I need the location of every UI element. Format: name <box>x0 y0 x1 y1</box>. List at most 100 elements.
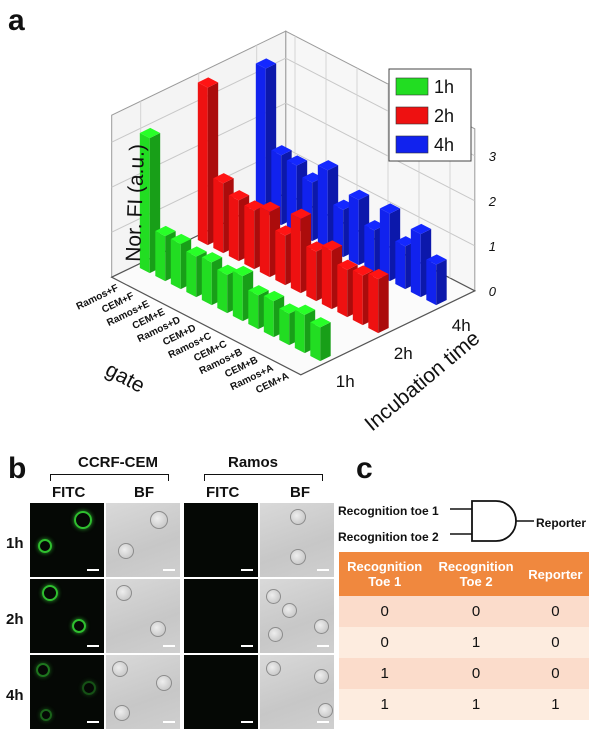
header-recognition-toe-2: Recognition Toe 2 <box>430 552 522 596</box>
channel-label-fitc: FITC <box>52 484 86 501</box>
scale-bar <box>163 569 175 571</box>
z-tick-label: 3 <box>489 149 497 164</box>
micrograph-cem-fitc-4h <box>30 655 104 729</box>
y-axis-title: Incubation time <box>360 327 484 436</box>
fluorescent-cell <box>38 539 52 553</box>
cell <box>314 619 329 634</box>
micrograph-ramos-fitc-1h <box>184 503 258 577</box>
panel-label-b: b <box>8 452 27 485</box>
scale-bar <box>163 645 175 647</box>
cell <box>282 603 297 618</box>
micrograph-ramos-bf-2h <box>260 579 334 653</box>
micrograph-cem-fitc-1h <box>30 503 104 577</box>
panel-label-a: a <box>8 4 25 37</box>
cell <box>290 549 306 565</box>
scale-bar <box>317 569 329 571</box>
group-bracket-ccrf-cem <box>50 474 168 481</box>
cell <box>266 661 281 676</box>
legend-label-4h: 4h <box>434 135 454 155</box>
group-label-ramos: Ramos <box>228 454 279 471</box>
table-cell: 0 <box>339 627 431 658</box>
header-reporter: Reporter <box>521 552 589 596</box>
scale-bar <box>241 721 253 723</box>
panel-label-c: c <box>356 452 373 485</box>
row-label-2h: 2h <box>6 611 24 628</box>
table-cell: 0 <box>430 658 522 689</box>
bar-2h-ramos-b <box>321 240 343 310</box>
micrograph-ramos-bf-1h <box>260 503 334 577</box>
cell <box>150 511 168 529</box>
table-cell: 0 <box>521 627 589 658</box>
table-row: 1 1 1 <box>339 689 589 720</box>
channel-label-fitc: FITC <box>206 484 240 501</box>
cell <box>268 627 283 642</box>
time-label-2h: 2h <box>394 344 413 363</box>
group-bracket-ramos <box>204 474 322 481</box>
scale-bar <box>317 721 329 723</box>
cell <box>118 543 134 559</box>
bracket-end <box>168 474 169 481</box>
cell <box>150 621 166 637</box>
channel-label-bf: BF <box>134 484 154 501</box>
cell <box>318 703 333 718</box>
grid-line <box>285 102 476 202</box>
cell <box>314 669 329 684</box>
table-cell: 1 <box>339 658 431 689</box>
micrograph-cem-fitc-2h <box>30 579 104 653</box>
scale-bar <box>241 645 253 647</box>
group-label-ccrf-cem: CCRF-CEM <box>78 454 158 471</box>
legend-swatch-2h <box>395 106 429 125</box>
bracket-end <box>322 474 323 481</box>
table-row: 1 0 0 <box>339 658 589 689</box>
bar-2h-cem-a <box>368 268 389 334</box>
gate-input-1-label: Recognition toe 1 <box>338 504 439 518</box>
header-recognition-toe-1: Recognition Toe 1 <box>339 552 431 596</box>
x-axis-title: gate <box>102 358 149 397</box>
scale-bar <box>87 645 99 647</box>
cell <box>156 675 172 691</box>
scale-bar <box>163 721 175 723</box>
z-tick-label: 1 <box>489 239 496 254</box>
legend-swatch-1h <box>395 77 429 96</box>
cell <box>116 585 132 601</box>
bar-1h-ramos-b <box>263 290 285 338</box>
fluorescent-cell <box>82 681 96 695</box>
grid-line <box>285 147 476 247</box>
cell <box>114 705 130 721</box>
fluorescent-cell <box>42 585 58 601</box>
table-cell: 1 <box>430 689 522 720</box>
scale-bar <box>87 721 99 723</box>
legend-label-2h: 2h <box>434 106 454 126</box>
bar-4h-ramos-f <box>255 58 277 218</box>
bar-1h-cem-a <box>310 317 331 362</box>
row-label-4h: 4h <box>6 687 24 704</box>
gate-output-label: Reporter <box>536 516 587 530</box>
bar-4h-cem-a <box>426 254 447 306</box>
table-cell: 1 <box>521 689 589 720</box>
table-row: 0 1 0 <box>339 627 589 658</box>
table-cell: 0 <box>430 596 522 627</box>
table-cell: 1 <box>339 689 431 720</box>
scale-bar <box>317 645 329 647</box>
z-tick-label: 0 <box>489 284 497 299</box>
fluorescent-cell <box>74 511 92 529</box>
micrograph-cem-bf-1h <box>106 503 180 577</box>
cell <box>112 661 128 677</box>
table-cell: 0 <box>521 658 589 689</box>
legend-swatch-4h <box>395 135 429 154</box>
bracket-end <box>50 474 51 481</box>
table-cell: 1 <box>430 627 522 658</box>
table-cell: 0 <box>339 596 431 627</box>
cell <box>266 589 281 604</box>
micrograph-ramos-fitc-2h <box>184 579 258 653</box>
fluorescent-cell <box>72 619 86 633</box>
channel-label-bf: BF <box>290 484 310 501</box>
scale-bar <box>87 569 99 571</box>
micrograph-cem-bf-2h <box>106 579 180 653</box>
scale-bar <box>241 569 253 571</box>
truth-table: Recognition Toe 1 Recognition Toe 2 Report… <box>339 552 589 720</box>
table-row: 0 0 0 <box>339 596 589 627</box>
truth-table-header: Recognition Toe 1 Recognition Toe 2 Report… <box>339 552 589 596</box>
table-cell: 0 <box>521 596 589 627</box>
